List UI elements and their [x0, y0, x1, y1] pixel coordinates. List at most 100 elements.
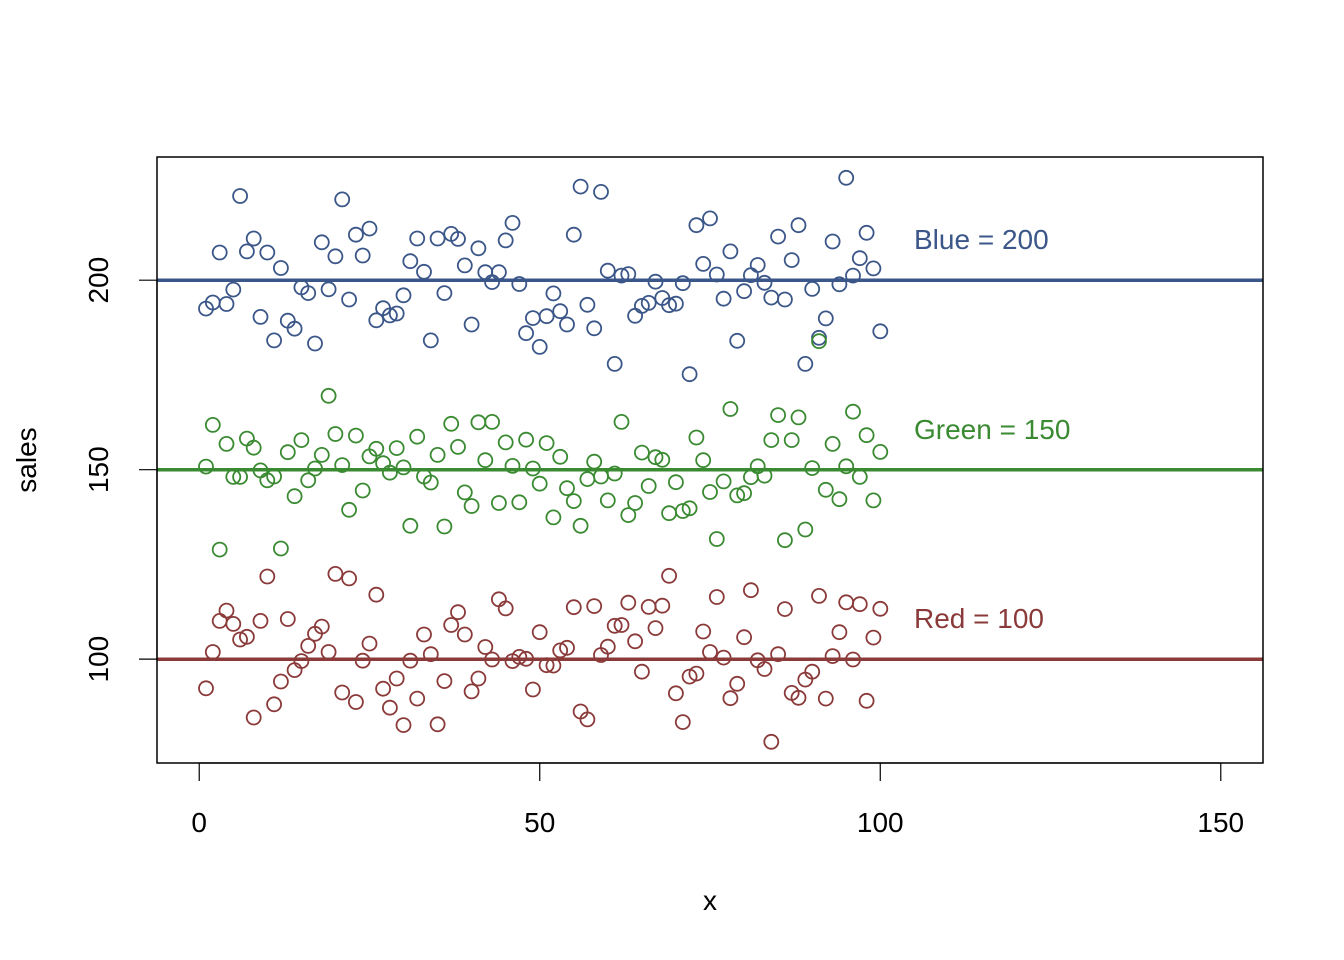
data-point	[722, 243, 739, 260]
data-point	[559, 639, 575, 656]
data-point	[845, 267, 861, 284]
data-point	[470, 240, 487, 257]
data-point	[817, 481, 834, 498]
data-point	[674, 503, 691, 519]
data-point	[613, 267, 630, 284]
data-point	[729, 332, 746, 349]
data-point	[579, 296, 596, 313]
data-point	[218, 296, 235, 312]
data-point	[640, 478, 657, 494]
data-point	[204, 644, 221, 660]
data-point	[436, 673, 453, 689]
data-point	[232, 631, 249, 648]
data-point	[627, 495, 643, 511]
data-point	[327, 248, 344, 265]
data-point	[545, 509, 562, 526]
y-tick-label: 100	[83, 636, 114, 683]
data-point	[613, 413, 630, 430]
data-point	[545, 285, 562, 302]
data-point	[586, 453, 603, 470]
data-point	[211, 244, 228, 261]
data-point	[858, 224, 875, 241]
data-point	[620, 266, 637, 283]
data-point	[477, 452, 494, 469]
data-point	[272, 540, 289, 557]
data-point	[477, 639, 494, 655]
data-point	[838, 458, 855, 475]
data-point	[756, 274, 773, 291]
data-point	[770, 228, 786, 245]
data-point	[831, 491, 848, 508]
data-point	[368, 586, 385, 603]
data-point	[293, 653, 310, 669]
data-point	[797, 355, 814, 372]
x-tick-label: 100	[857, 807, 904, 838]
data-point	[450, 438, 466, 455]
data-point	[538, 657, 555, 674]
data-point	[579, 711, 596, 728]
data-point	[402, 517, 419, 534]
data-point	[668, 474, 684, 491]
data-point	[552, 642, 569, 659]
data-point	[674, 275, 691, 292]
data-point	[599, 262, 616, 279]
data-point	[736, 485, 752, 502]
data-point	[327, 566, 344, 582]
data-point	[763, 733, 780, 750]
data-point	[838, 169, 855, 186]
data-point	[695, 452, 712, 469]
data-point	[232, 188, 249, 204]
data-point	[463, 316, 480, 333]
data-point	[620, 507, 637, 523]
data-point	[674, 714, 691, 730]
data-point	[347, 226, 364, 243]
data-point	[354, 247, 371, 264]
data-point	[497, 434, 514, 451]
data-point	[715, 473, 732, 490]
data-point	[259, 244, 276, 261]
data-point	[334, 457, 351, 474]
data-point	[266, 696, 283, 713]
data-point	[688, 665, 705, 682]
data-point	[627, 633, 643, 650]
data-point	[313, 446, 330, 463]
data-point	[851, 250, 868, 267]
data-point	[858, 427, 875, 444]
data-point	[756, 661, 773, 677]
data-point	[552, 448, 569, 465]
data-point	[456, 626, 473, 643]
data-point	[518, 431, 534, 448]
data-point	[490, 495, 507, 511]
data-point	[790, 217, 807, 234]
data-point	[463, 683, 480, 700]
data-point	[606, 355, 623, 372]
data-point	[211, 541, 228, 558]
data-point	[334, 191, 351, 208]
data-point	[422, 332, 439, 349]
data-point	[259, 568, 276, 585]
data-point	[504, 457, 521, 474]
data-point	[409, 230, 426, 247]
data-point	[354, 482, 371, 499]
data-point	[858, 692, 875, 709]
data-point	[770, 646, 786, 663]
annotation-red: Red = 100	[914, 603, 1044, 634]
data-point	[320, 281, 337, 298]
data-point	[777, 291, 793, 308]
data-point	[504, 214, 521, 231]
data-point	[599, 638, 616, 655]
data-point	[688, 217, 705, 234]
data-point	[245, 230, 262, 247]
data-point	[279, 444, 296, 461]
data-point	[865, 260, 882, 277]
data-point	[300, 285, 317, 302]
annotation-green: Green = 150	[914, 414, 1070, 445]
data-point	[381, 307, 398, 324]
x-tick-label: 0	[191, 807, 207, 838]
data-point	[484, 413, 501, 430]
data-point	[218, 602, 235, 619]
data-point	[756, 467, 773, 484]
data-point	[300, 472, 317, 489]
data-point	[361, 220, 378, 237]
data-point	[586, 598, 603, 614]
